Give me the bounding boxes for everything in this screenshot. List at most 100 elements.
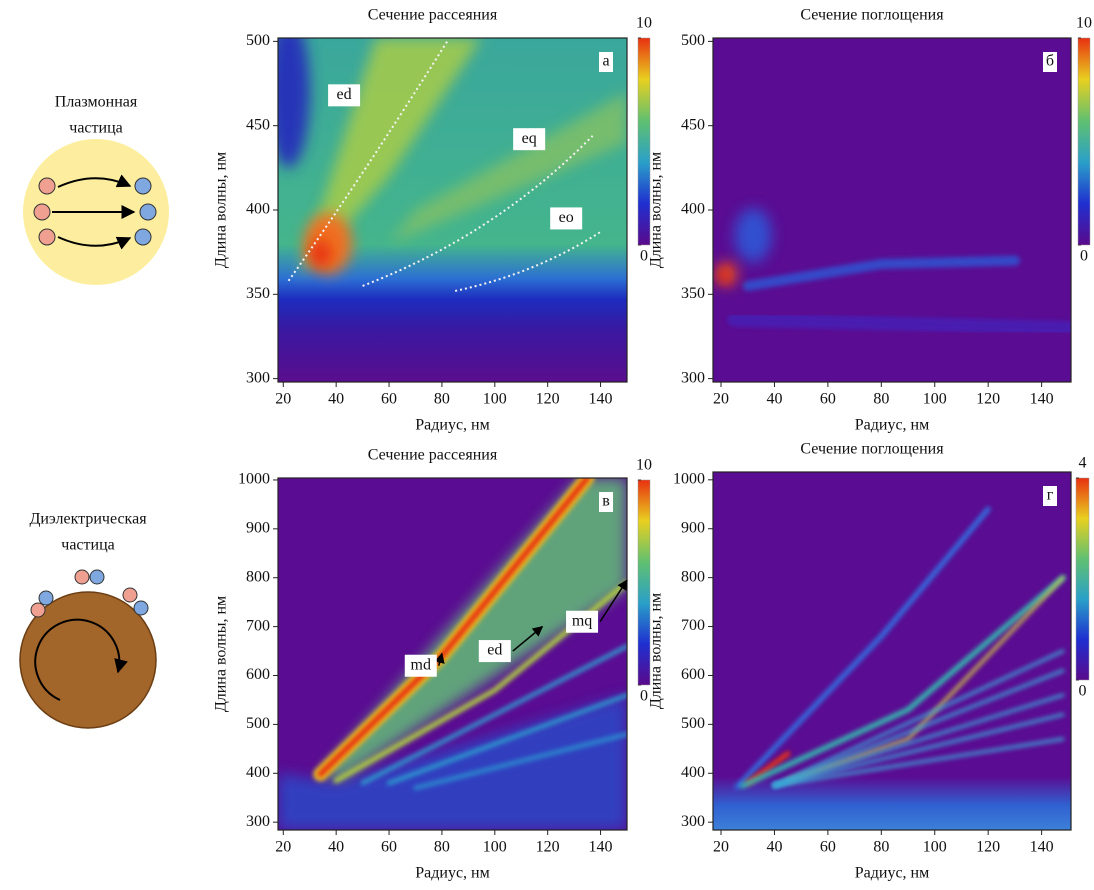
- ridge: [413, 732, 627, 790]
- hot-spot: [278, 38, 310, 168]
- x-tick-label: 60: [381, 839, 397, 856]
- panel-title: Сечение рассеяния: [368, 447, 498, 464]
- y-tick-label: 400: [681, 201, 705, 218]
- x-tick-label: 40: [766, 839, 782, 856]
- panel-label: б: [1043, 52, 1057, 72]
- y-tick-label: 600: [246, 666, 270, 683]
- colorbar: [637, 37, 651, 246]
- plot-frame: [277, 477, 628, 831]
- y-tick-label: 900: [246, 520, 270, 537]
- y-tick-label: 300: [681, 813, 705, 830]
- label-box: [1043, 486, 1057, 506]
- y-tick-label: 350: [681, 285, 705, 302]
- annotation: eo: [559, 209, 574, 226]
- x-tick-label: 80: [873, 839, 889, 856]
- annotation-arrow: [434, 652, 445, 666]
- annotation-box: [550, 207, 583, 230]
- colorbar-tick-label: 0: [640, 248, 648, 265]
- ridge: [772, 669, 1065, 787]
- ridge: [772, 649, 1065, 787]
- y-axis-label: Длина волны, нм: [648, 152, 665, 268]
- x-axis-label: Радиус, нм: [415, 865, 490, 882]
- hot-spot: [718, 269, 730, 283]
- x-tick-label: 100: [923, 839, 947, 856]
- ridge: [734, 506, 991, 790]
- y-tick-label: 350: [246, 285, 270, 302]
- hot-spot: [734, 208, 772, 263]
- band: [389, 91, 627, 244]
- x-tick-label: 140: [1030, 391, 1054, 408]
- annotation-box: [404, 654, 437, 677]
- x-tick-label: 140: [589, 839, 613, 856]
- panel-label: г: [1043, 486, 1057, 506]
- colorbar-tick-label: 0: [1080, 248, 1088, 265]
- annotation-arrow: [512, 625, 544, 652]
- ridge: [772, 693, 1065, 787]
- colorbar-tick-label: 0: [640, 688, 648, 705]
- colorbar: [637, 479, 651, 686]
- y-axis-label: Длина волны, нм: [648, 593, 665, 709]
- y-tick-label: 500: [246, 32, 270, 49]
- x-tick-label: 60: [820, 391, 836, 408]
- annotation: mq: [572, 612, 592, 629]
- annotation: eq: [522, 130, 537, 147]
- heatmap-field: [278, 38, 627, 382]
- colorbar: [1077, 37, 1091, 246]
- x-axis-label: Радиус, нм: [855, 865, 930, 882]
- y-tick-label: 450: [246, 116, 270, 133]
- heatmap-panel: Сечение рассеяния Радиус, нм Длина волны, …: [213, 7, 652, 434]
- x-tick-label: 20: [275, 391, 291, 408]
- x-tick-label: 40: [328, 391, 344, 408]
- y-tick-label: 400: [246, 201, 270, 218]
- x-tick-label: 40: [766, 391, 782, 408]
- particle-label: Диэлектрическая: [29, 511, 147, 528]
- panel-title: Сечение рассеяния: [368, 7, 498, 24]
- panel-label: в: [599, 492, 613, 512]
- annotation: md: [411, 656, 431, 673]
- ridge: [360, 644, 627, 786]
- ridge: [772, 713, 1065, 787]
- x-tick-label: 20: [713, 391, 729, 408]
- y-axis-label: Длина волны, нм: [213, 152, 230, 268]
- ridge: [739, 575, 1066, 789]
- band: [299, 38, 482, 278]
- panel-label-text: а: [602, 53, 609, 70]
- annotation-box: [513, 128, 546, 151]
- x-tick-label: 100: [483, 839, 507, 856]
- y-axis-label: Длина волны, нм: [213, 596, 230, 712]
- x-tick-label: 140: [589, 391, 613, 408]
- particle-label: Плазмонная: [55, 94, 138, 111]
- annotation-box: [478, 640, 511, 663]
- y-tick-label: 500: [246, 715, 270, 732]
- x-tick-label: 100: [483, 391, 507, 408]
- heatmap-field: [278, 478, 627, 830]
- annotation-box: [566, 610, 599, 633]
- panel-label-text: б: [1046, 53, 1054, 70]
- x-tick-label: 80: [873, 391, 889, 408]
- ridge: [786, 576, 1065, 783]
- colorbar-tick-label: 4: [1079, 455, 1087, 472]
- y-tick-label: 400: [681, 764, 705, 781]
- heatmap-field: [713, 472, 1071, 830]
- y-tick-label: 1000: [238, 471, 270, 488]
- ridge: [387, 693, 627, 786]
- annotation: ed: [337, 86, 352, 103]
- x-tick-label: 40: [328, 839, 344, 856]
- dielectric-diagram: Диэлектрическая частица: [19, 511, 157, 729]
- label-box: [1043, 52, 1057, 72]
- panel-label-text: г: [1047, 487, 1054, 504]
- label-box: [599, 492, 613, 512]
- panel-title: Сечение поглощения: [800, 7, 944, 24]
- hot-spot: [309, 240, 331, 268]
- colorbar-tick-label: 10: [636, 15, 652, 32]
- label-box: [599, 52, 613, 72]
- panel-label-text: в: [602, 493, 610, 510]
- y-tick-label: 300: [246, 369, 270, 386]
- x-tick-label: 120: [976, 391, 1000, 408]
- y-tick-label: 450: [681, 116, 705, 133]
- colorbar: [1075, 477, 1090, 681]
- heatmap-field: [713, 38, 1071, 382]
- y-tick-label: 500: [681, 715, 705, 732]
- x-tick-label: 100: [923, 391, 947, 408]
